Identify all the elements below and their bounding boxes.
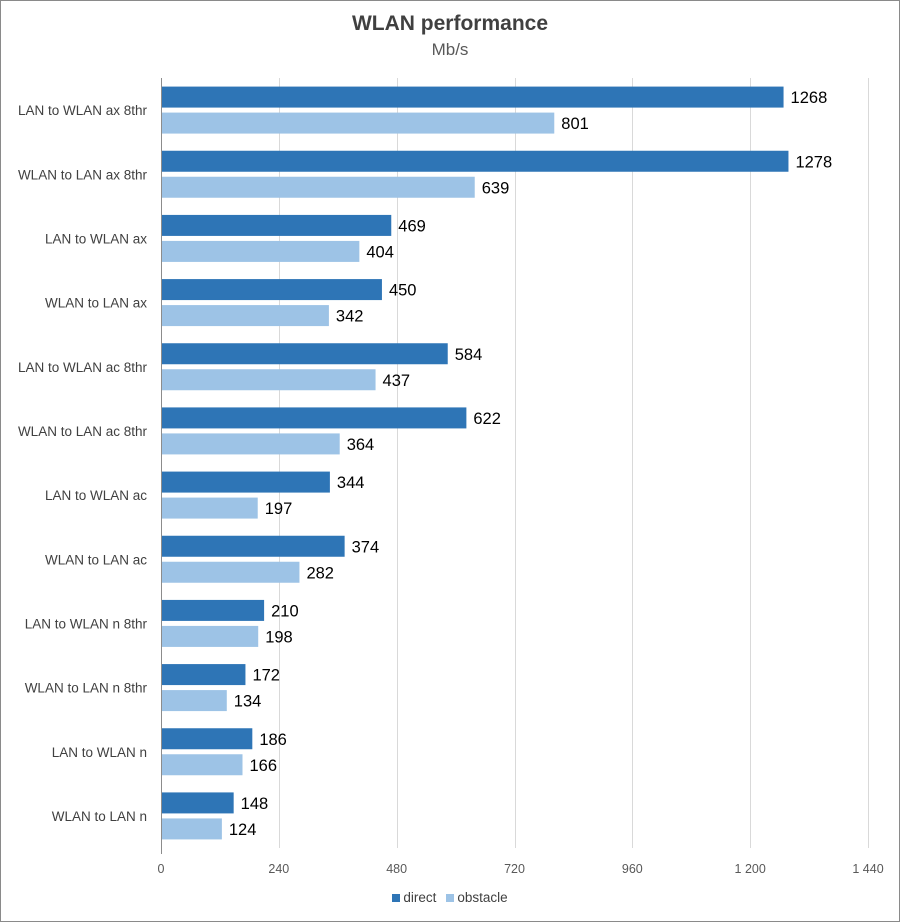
bar-obstacle — [162, 497, 258, 519]
bar-obstacle — [162, 690, 227, 712]
data-label-direct: 186 — [259, 731, 287, 749]
legend-swatch-obstacle — [446, 893, 455, 902]
x-tick-label: 960 — [622, 862, 643, 876]
legend-item-obstacle: obstacle — [446, 890, 508, 905]
bar-direct — [162, 343, 448, 365]
x-tick-label: 240 — [268, 862, 289, 876]
bar-direct — [162, 728, 253, 750]
category-label: WLAN to LAN n 8thr — [25, 681, 148, 696]
legend-label-direct: direct — [403, 890, 437, 905]
category-label: LAN to WLAN ac 8thr — [18, 360, 148, 375]
chart-subtitle: Mb/s — [431, 40, 469, 59]
data-label-obstacle: 437 — [383, 372, 411, 390]
x-tick-label: 0 — [158, 862, 165, 876]
bar-direct — [162, 535, 345, 557]
data-label-obstacle: 197 — [265, 500, 293, 518]
category-label: LAN to WLAN n 8thr — [25, 616, 148, 631]
data-label-direct: 148 — [241, 795, 269, 813]
bar-direct — [162, 150, 789, 172]
bar-obstacle — [162, 176, 475, 198]
data-label-obstacle: 404 — [366, 243, 394, 261]
data-label-direct: 1278 — [795, 153, 832, 171]
bar-obstacle — [162, 240, 360, 262]
data-label-obstacle: 639 — [482, 179, 510, 197]
data-label-obstacle: 134 — [234, 693, 262, 711]
bar-obstacle — [162, 754, 243, 776]
data-label-obstacle: 166 — [250, 757, 278, 775]
category-label: WLAN to LAN ax — [45, 296, 147, 311]
bar-obstacle — [162, 625, 259, 647]
bar-obstacle — [162, 112, 555, 134]
bar-obstacle — [162, 561, 300, 583]
data-label-obstacle: 282 — [306, 564, 334, 582]
bar-direct — [162, 471, 330, 493]
bar-obstacle — [162, 305, 329, 327]
legend-label-obstacle: obstacle — [457, 890, 508, 905]
bar-obstacle — [162, 433, 340, 455]
category-label: LAN to WLAN ax 8thr — [18, 103, 148, 118]
data-label-direct: 450 — [389, 282, 417, 300]
x-tick-label: 1 200 — [735, 862, 766, 876]
bar-direct — [162, 407, 467, 429]
chart-legend: direct obstacle — [0, 890, 900, 905]
x-tick-label: 720 — [504, 862, 525, 876]
data-label-obstacle: 801 — [561, 115, 589, 133]
legend-swatch-direct — [392, 893, 401, 902]
bar-obstacle — [162, 818, 222, 840]
chart-title: WLAN performance — [351, 12, 549, 35]
category-label: WLAN to LAN ax 8thr — [18, 167, 148, 182]
data-label-obstacle: 124 — [229, 821, 257, 839]
category-label: LAN to WLAN ac — [45, 488, 147, 503]
bar-direct — [162, 279, 382, 301]
category-label: WLAN to LAN ac — [45, 552, 147, 567]
bar-obstacle — [162, 369, 376, 391]
x-tick-label: 1 440 — [852, 862, 883, 876]
data-label-direct: 344 — [337, 474, 365, 492]
data-label-direct: 622 — [473, 410, 501, 428]
data-label-direct: 172 — [252, 667, 280, 685]
data-label-obstacle: 364 — [347, 436, 375, 454]
x-tick-label: 480 — [386, 862, 407, 876]
bar-direct — [162, 86, 784, 108]
category-label: LAN to WLAN ax — [45, 231, 147, 246]
data-label-direct: 210 — [271, 602, 299, 620]
data-label-obstacle: 342 — [336, 308, 364, 326]
data-label-direct: 1268 — [791, 89, 828, 107]
bar-direct — [162, 664, 246, 686]
data-label-direct: 584 — [455, 346, 483, 364]
bar-direct — [162, 599, 265, 621]
legend-item-direct: direct — [392, 890, 436, 905]
data-label-direct: 374 — [352, 538, 380, 556]
data-label-direct: 469 — [398, 217, 426, 235]
category-label: WLAN to LAN ac 8thr — [18, 424, 148, 439]
category-label: LAN to WLAN n — [52, 745, 147, 760]
data-label-obstacle: 198 — [265, 628, 293, 646]
category-label: WLAN to LAN n — [52, 809, 147, 824]
bar-direct — [162, 792, 234, 814]
bar-direct — [162, 214, 392, 236]
